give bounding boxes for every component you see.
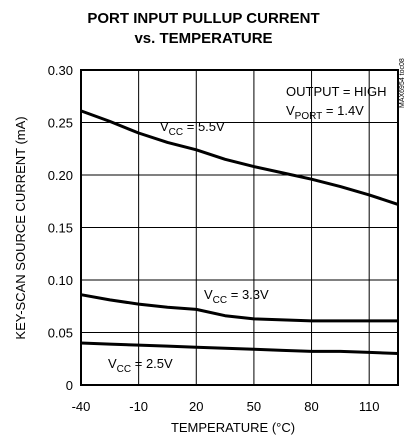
series-label-5v5-main: V	[160, 119, 169, 134]
x-tick-label: 50	[247, 399, 261, 414]
series-label-5v5-rest: = 5.5V	[183, 119, 225, 134]
series-label-5v5: VCC = 5.5V	[160, 119, 225, 138]
series-label-3v3-rest: = 3.3V	[227, 287, 269, 302]
series-label-2v5-sub: CC	[117, 364, 131, 375]
y-tick-label: 0.20	[48, 168, 73, 183]
series-line-5v5	[80, 109, 399, 206]
x-tick-label: -40	[72, 399, 91, 414]
watermark-code: MAX6954 toc08	[399, 58, 406, 108]
x-tick-label: 20	[189, 399, 203, 414]
y-tick-label: 0	[66, 378, 73, 393]
x-tick-label: -10	[129, 399, 148, 414]
series-label-2v5-main: V	[108, 356, 117, 371]
annotation-output: OUTPUT = HIGH	[286, 84, 387, 99]
series-label-3v3-main: V	[204, 287, 213, 302]
series-label-2v5-rest: = 2.5V	[131, 356, 173, 371]
annotation-vport-sub: PORT	[295, 111, 323, 122]
plot-frame	[80, 69, 399, 386]
annotation-vport-rest: = 1.4V	[322, 103, 364, 118]
y-tick-label: 0.15	[48, 221, 73, 236]
series-label-5v5-sub: CC	[169, 127, 183, 138]
y-tick-label: 0.05	[48, 326, 73, 341]
series-label-2v5: VCC = 2.5V	[108, 356, 173, 375]
series-group	[80, 109, 399, 355]
series-line-2v5	[80, 341, 399, 355]
y-axis-label: KEY-SCAN SOURCE CURRENT (mA)	[13, 116, 28, 339]
annotation-vport: VPORT = 1.4V	[286, 103, 364, 122]
chart-title-line2: vs. TEMPERATURE	[134, 30, 273, 47]
series-line-3v3	[80, 293, 398, 323]
y-tick-label: 0.10	[48, 273, 73, 288]
series-label-3v3-sub: CC	[213, 295, 227, 306]
chart-title-line1: PORT INPUT PULLUP CURRENT	[87, 10, 320, 27]
y-tick-label: 0.30	[48, 63, 73, 78]
y-tick-label: 0.25	[48, 116, 73, 131]
series-label-3v3: VCC = 3.3V	[204, 287, 269, 306]
tick-labels: -40 -10 20 50 80 110 0 0.05 0.10 0.15 0.20 0.25 0.30	[48, 63, 380, 414]
x-tick-label: 110	[359, 399, 380, 414]
x-axis-label: TEMPERATURE (°C)	[171, 420, 295, 435]
grid-lines	[81, 70, 398, 385]
annotation-vport-main: V	[286, 103, 295, 118]
x-tick-label: 80	[304, 399, 318, 414]
